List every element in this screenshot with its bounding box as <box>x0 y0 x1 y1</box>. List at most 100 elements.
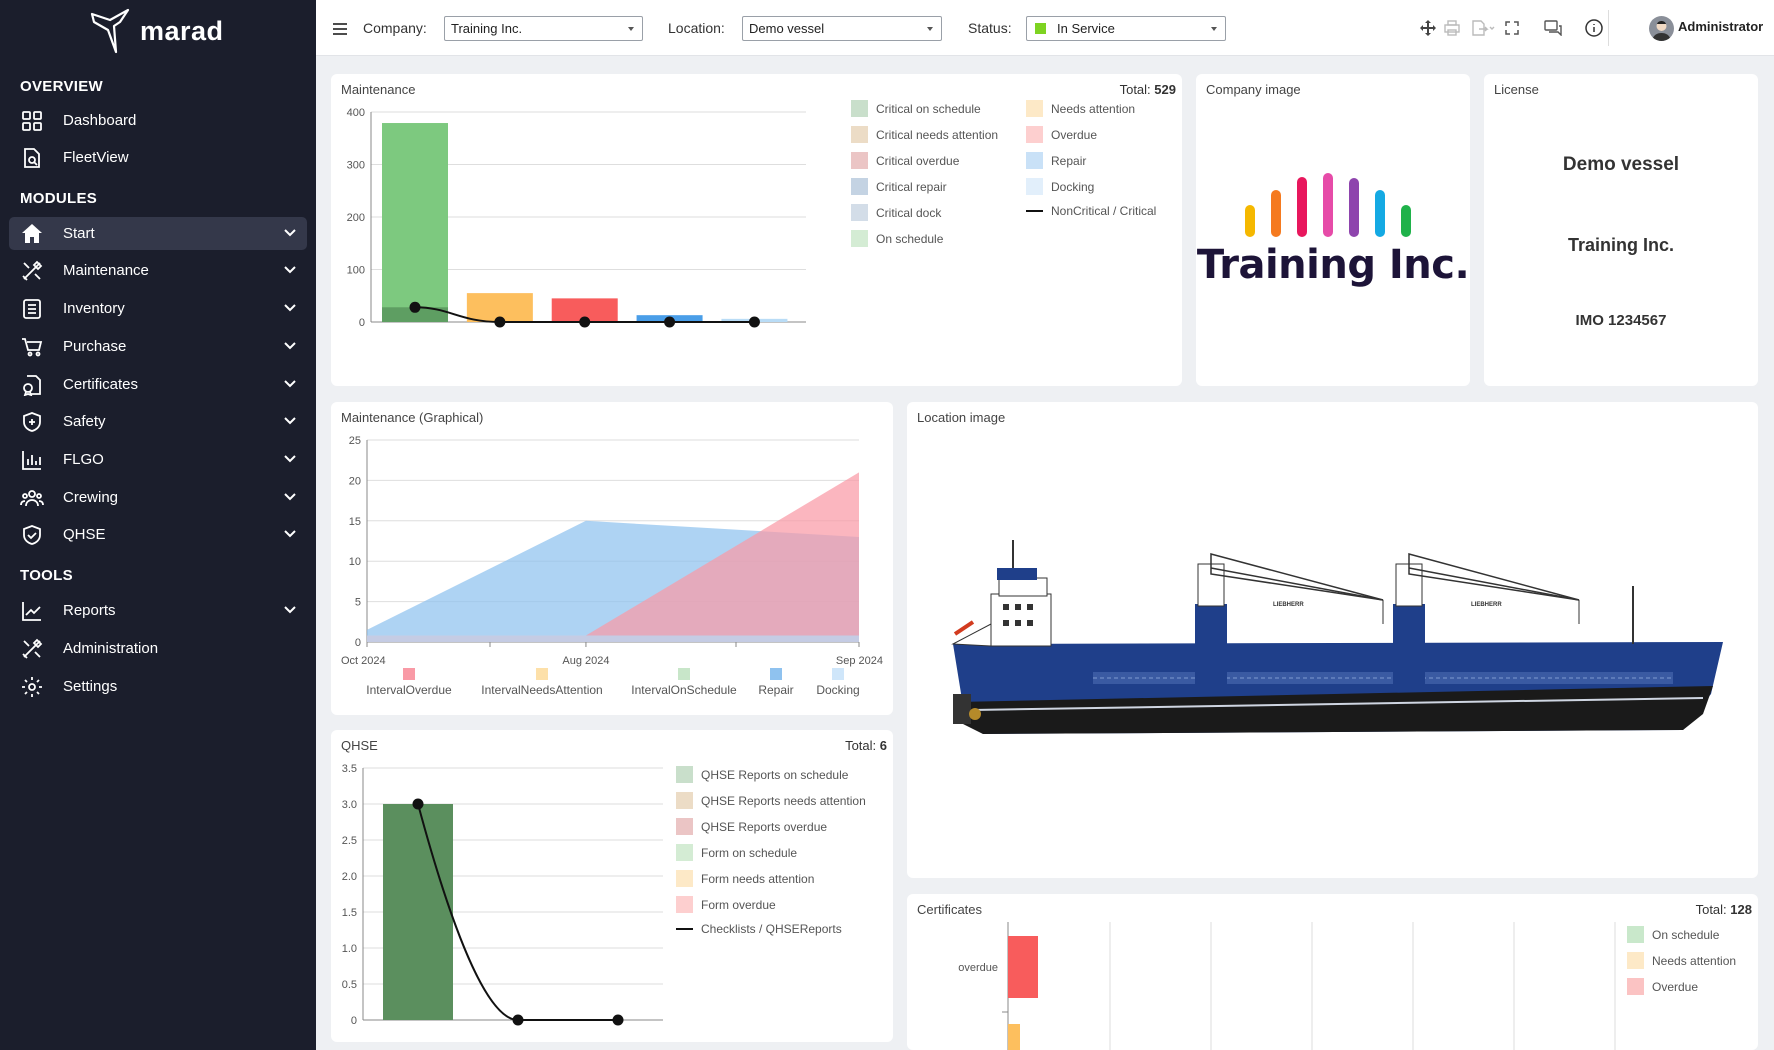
app-logo[interactable]: marad <box>90 6 224 56</box>
sidebar-item-administration[interactable]: Administration <box>9 632 307 665</box>
legend-label[interactable]: IntervalOverdue <box>366 683 452 697</box>
area-series[interactable] <box>367 635 859 642</box>
sidebar-item-start[interactable]: Start <box>9 217 307 250</box>
legend-swatch <box>676 766 693 783</box>
legend-item[interactable]: Critical repair <box>851 178 947 195</box>
critical-bar[interactable] <box>382 307 448 322</box>
legend-item[interactable]: Critical on schedule <box>851 100 981 117</box>
line-point[interactable] <box>748 316 760 328</box>
panel-total: Total: 6 <box>845 738 887 753</box>
document-search-icon <box>20 146 44 170</box>
legend-item[interactable]: QHSE Reports on schedule <box>676 766 848 783</box>
legend-item[interactable]: Form on schedule <box>676 844 797 861</box>
line-point[interactable] <box>412 798 424 810</box>
legend-item[interactable]: Needs attention <box>1627 952 1736 969</box>
legend-item[interactable]: Overdue <box>1026 126 1097 143</box>
legend-label[interactable]: Repair <box>758 683 793 697</box>
fullscreen-icon[interactable] <box>1502 18 1522 38</box>
chevron-down-icon[interactable] <box>283 263 297 277</box>
sidebar-item-safety[interactable]: Safety <box>9 405 307 438</box>
chevron-down-icon[interactable] <box>283 414 297 428</box>
chevron-down-icon[interactable] <box>283 339 297 353</box>
legend-swatch[interactable] <box>770 668 782 680</box>
certificates-bar-chart[interactable]: overdue <box>907 894 1627 1050</box>
sidebar-item-inventory[interactable]: Inventory <box>9 292 307 325</box>
legend-item[interactable]: Critical needs attention <box>851 126 998 143</box>
chevron-down-icon[interactable] <box>283 603 297 617</box>
chevron-down-icon[interactable] <box>283 301 297 315</box>
chevron-down-icon[interactable] <box>283 452 297 466</box>
license-vessel: Demo vessel <box>1562 154 1680 175</box>
user-name[interactable]: Administrator <box>1678 19 1764 34</box>
line-point[interactable] <box>512 1014 524 1026</box>
y-tick-label: overdue <box>958 962 998 974</box>
export-icon[interactable] <box>1470 18 1496 38</box>
legend-label[interactable]: IntervalNeedsAttention <box>481 683 602 697</box>
line-point[interactable] <box>494 316 506 328</box>
bar[interactable] <box>382 123 448 323</box>
legend-swatch[interactable] <box>403 668 415 680</box>
legend-item[interactable]: Critical dock <box>851 204 941 221</box>
sidebar-item-maintenance[interactable]: Maintenance <box>9 254 307 287</box>
hamburger-menu-icon[interactable] <box>333 23 347 35</box>
legend-item[interactable]: Form needs attention <box>676 870 814 887</box>
sidebar-item-reports[interactable]: Reports <box>9 594 307 627</box>
legend-item[interactable]: On schedule <box>851 230 943 247</box>
bird-logo-icon <box>90 8 130 54</box>
maintenance-area-chart[interactable]: 25 20 15 10 5 0 Oct 2024 Aug 2024 Sep 2024 Interv… <box>331 402 893 715</box>
legend-item[interactable]: Critical overdue <box>851 152 959 169</box>
status-select[interactable]: In Service <box>1026 16 1226 41</box>
bar[interactable] <box>551 298 618 322</box>
area-series[interactable] <box>367 472 859 642</box>
legend-swatch <box>676 818 693 835</box>
qhse-bar-chart[interactable]: 3.5 3.0 2.5 2.0 1.5 1.0 0.5 0 <box>331 730 671 1042</box>
sidebar-item-settings[interactable]: Settings <box>9 670 307 703</box>
sidebar-item-flgo[interactable]: FLGO <box>9 443 307 476</box>
sidebar-item-fleetview[interactable]: FleetView <box>9 141 307 174</box>
line-point[interactable] <box>664 316 676 328</box>
chevron-down-icon[interactable] <box>283 527 297 541</box>
sidebar-item-label: Reports <box>63 602 116 619</box>
legend-item[interactable]: Form overdue <box>676 896 776 913</box>
legend-item[interactable]: NonCritical / Critical <box>1026 204 1156 218</box>
chevron-down-icon[interactable] <box>283 377 297 391</box>
legend-item[interactable]: QHSE Reports needs attention <box>676 792 866 809</box>
y-tick-label: 400 <box>347 107 365 119</box>
legend-item[interactable]: Overdue <box>1627 978 1698 995</box>
legend-label[interactable]: Docking <box>816 683 859 697</box>
legend-item[interactable]: Docking <box>1026 178 1094 195</box>
legend-item[interactable]: QHSE Reports overdue <box>676 818 827 835</box>
chevron-down-icon[interactable] <box>283 490 297 504</box>
info-icon[interactable] <box>1584 18 1604 38</box>
sidebar-item-purchase[interactable]: Purchase <box>9 330 307 363</box>
legend-swatch[interactable] <box>678 668 690 680</box>
legend-item[interactable]: Checklists / QHSEReports <box>676 922 842 936</box>
bar[interactable] <box>1008 1024 1020 1050</box>
company-select[interactable]: Training Inc. <box>444 16 643 41</box>
move-icon[interactable] <box>1418 18 1438 38</box>
chevron-down-icon[interactable] <box>283 226 297 240</box>
legend-swatch <box>851 126 868 143</box>
sidebar-item-crewing[interactable]: Crewing <box>9 481 307 514</box>
line-point[interactable] <box>579 316 591 328</box>
legend-swatch[interactable] <box>536 668 548 680</box>
location-select[interactable]: Demo vessel <box>742 16 942 41</box>
print-icon[interactable] <box>1442 18 1462 38</box>
legend-item[interactable]: Repair <box>1026 152 1086 169</box>
legend-item[interactable]: On schedule <box>1627 926 1719 943</box>
chat-icon[interactable] <box>1543 18 1563 38</box>
legend-label: Form on schedule <box>701 845 798 860</box>
line-point[interactable] <box>612 1014 624 1026</box>
avatar[interactable] <box>1649 16 1674 41</box>
line-point[interactable] <box>409 301 421 313</box>
bar[interactable] <box>383 804 453 1020</box>
company-logo: Training Inc. <box>1196 170 1470 320</box>
legend-swatch[interactable] <box>832 668 844 680</box>
legend-label[interactable]: IntervalOnSchedule <box>631 683 737 697</box>
maintenance-bar-chart[interactable]: 400 300 200 100 0 <box>331 74 851 386</box>
legend-item[interactable]: Needs attention <box>1026 100 1135 117</box>
sidebar-item-qhse[interactable]: QHSE <box>9 518 307 551</box>
sidebar-item-dashboard[interactable]: Dashboard <box>9 104 307 137</box>
bar[interactable] <box>1008 936 1038 998</box>
sidebar-item-certificates[interactable]: Certificates <box>9 368 307 401</box>
